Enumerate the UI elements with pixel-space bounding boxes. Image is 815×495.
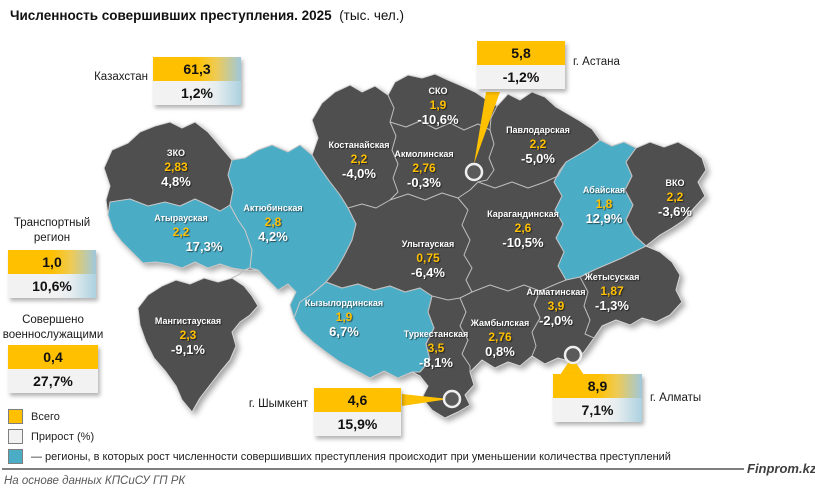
region-label-almaty-obl: Алматинская 3,9 -2,0% (526, 287, 586, 328)
title-text: Численность совершивших преступления. 20… (10, 8, 332, 23)
region-label-zko: ЗКО 2,83 4,8% (161, 148, 191, 189)
region-label-kyzylorda: Кызылординская 1,9 6,7% (304, 298, 384, 339)
region-label-mangystau: Мангистауская 2,3 -9,1% (154, 316, 222, 357)
shymkent-pointer (402, 394, 449, 406)
astana-pointer (474, 92, 500, 164)
title-unit-text: (тыс. чел.) (339, 8, 405, 23)
footer-divider (2, 468, 744, 470)
military-callout-label: Совершено военнослужащими (2, 314, 104, 341)
legend-item-growth: Прирост (%) (8, 429, 671, 444)
map-region-mangystau-shape (137, 277, 259, 413)
shymkent-marker (442, 389, 462, 409)
transport-callout-label: Транспортный регион (13, 217, 91, 244)
region-label-atyrau: Атырауская 2,2 17,3% (154, 213, 223, 254)
shymkent-callout-label: г. Шымкент (248, 398, 308, 410)
shymkent-growth-value: 15,9% (314, 412, 401, 436)
region-label-turkestan: Туркестанская 3,5 -8,1% (403, 329, 469, 370)
military-growth-value: 27,7% (8, 369, 98, 393)
total-swatch-icon (8, 409, 23, 424)
military-total-value: 0,4 (8, 345, 98, 369)
almaty-total-value: 8,9 (553, 374, 642, 398)
region-label-vko: ВКО 2,2 -3,6% (658, 178, 692, 219)
transport-total-value: 1,0 (8, 250, 96, 274)
legend-item-highlight: — регионы, в которых рост численности со… (8, 449, 671, 464)
map-region-abai-shape (553, 139, 647, 281)
region-label-karaganda: Карагандинская 2,6 -10,5% (487, 209, 559, 250)
transport-callout: 1,0 10,6% (8, 250, 96, 298)
region-label-akmola: Акмолинская 2,76 -0,3% (394, 149, 454, 190)
almaty-pointer (560, 357, 584, 375)
astana-growth-value: -1,2% (477, 65, 565, 89)
astana-callout-label: г. Астана (573, 56, 620, 68)
data-source-note: На основе данных КПСиСУ ГП РК (4, 475, 186, 487)
region-label-abai: Абайская 1,8 12,9% (582, 185, 626, 226)
region-label-pavlodar: Павлодарская 2,2 -5,0% (506, 125, 570, 166)
kazakhstan-growth-value: 1,2% (153, 81, 241, 105)
kazakhstan-total-value: 61,3 (153, 57, 241, 81)
almaty-callout-label: г. Алматы (650, 392, 702, 404)
region-label-sko: СКО 1,9 -10,6% (417, 86, 459, 127)
region-label-zhetysu: Жетысуская 1,87 -1,3% (584, 272, 640, 313)
almaty-callout: 8,9 7,1% (553, 374, 642, 422)
region-label-zhambyl: Жамбылская 2,76 0,8% (470, 318, 530, 359)
region-label-ulytau: Улытауская 0,75 -6,4% (401, 239, 455, 280)
legend-growth-label: Прирост (%) (31, 430, 95, 443)
legend-highlight-label: — регионы, в которых рост численности со… (31, 450, 671, 463)
legend-total-label: Всего (31, 410, 60, 423)
page-title: Численность совершивших преступления. 20… (10, 8, 404, 23)
shymkent-callout: 4,6 15,9% (314, 388, 401, 436)
almaty-growth-value: 7,1% (553, 398, 642, 422)
brand-logo: Finprom.kz (747, 461, 815, 476)
military-callout: 0,4 27,7% (8, 345, 98, 393)
region-label-aktobe: Актюбинская 2,8 4,2% (243, 203, 303, 244)
almaty-marker (563, 345, 583, 365)
growth-swatch-icon (8, 429, 23, 444)
legend-item-total: Всего (8, 409, 671, 424)
legend: Всего Прирост (%) — регионы, в которых р… (8, 409, 671, 469)
kazakhstan-callout: 61,3 1,2% (153, 57, 241, 105)
astana-callout: 5,8 -1,2% (477, 41, 565, 89)
highlight-swatch-icon (8, 449, 23, 464)
kazakhstan-callout-label: Казахстан (94, 71, 148, 83)
map-internal-borders (231, 94, 647, 373)
transport-growth-value: 10,6% (8, 274, 96, 298)
region-label-kostanay: Костанайская 2,2 -4,0% (328, 140, 390, 181)
astana-total-value: 5,8 (477, 41, 565, 65)
astana-marker (464, 162, 484, 182)
shymkent-total-value: 4,6 (314, 388, 401, 412)
